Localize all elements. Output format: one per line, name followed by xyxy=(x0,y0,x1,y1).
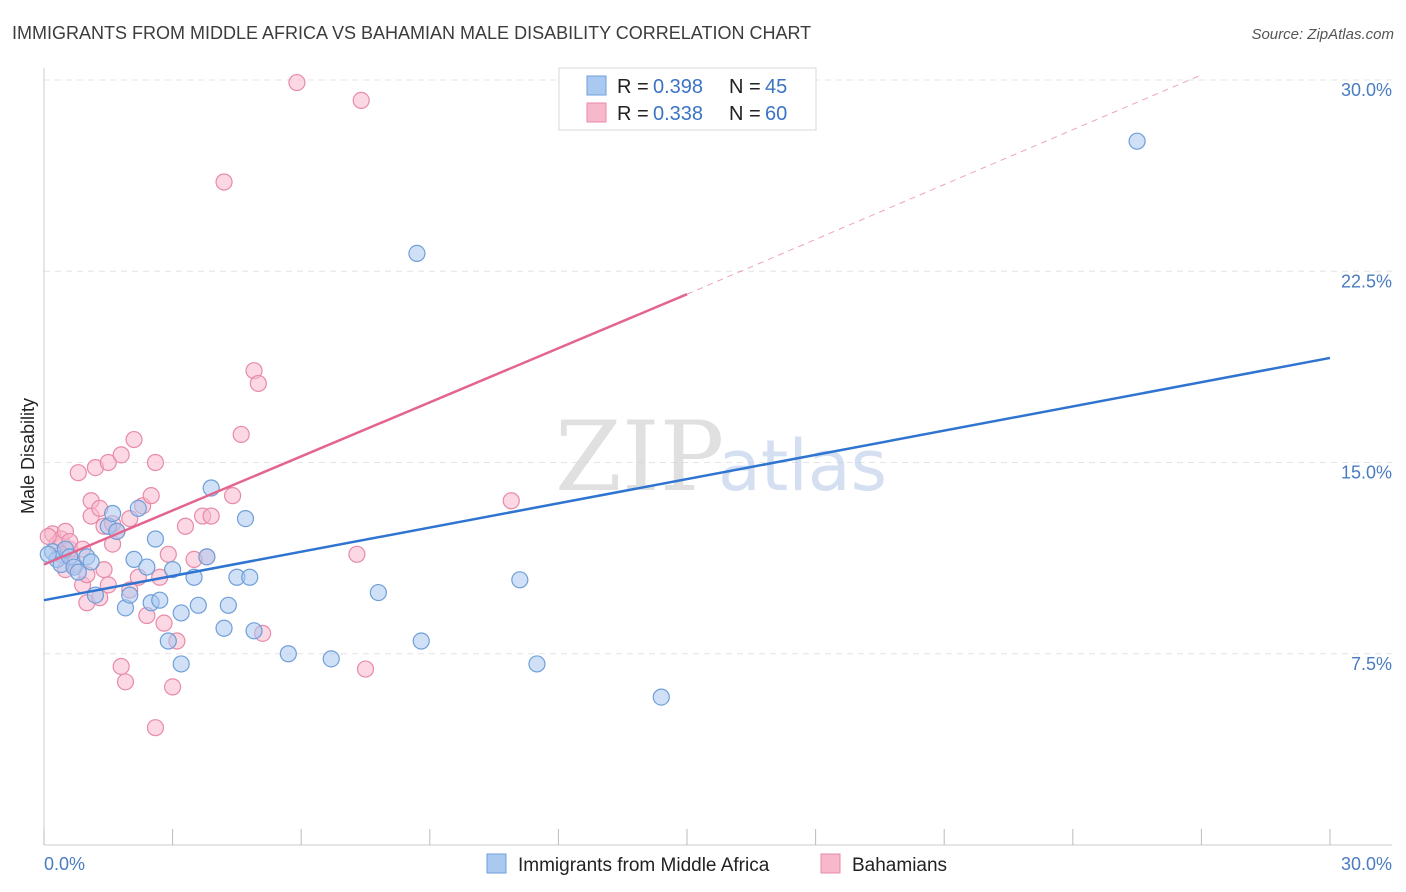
legend-r-label-blue: R = xyxy=(617,76,654,98)
middle-africa-point-22 xyxy=(164,560,182,579)
bahamians-point-29 xyxy=(142,487,160,505)
legend-n-value-pink: 60 xyxy=(765,103,787,125)
middle-africa-trend-line xyxy=(43,356,1331,602)
middle-africa-point-17 xyxy=(138,558,156,576)
watermark: ZIP atlas xyxy=(555,401,887,513)
bahamians-point-31 xyxy=(146,719,165,737)
bahamians-point-34 xyxy=(164,678,182,696)
bahamians-point-46 xyxy=(288,73,306,92)
bahamians-point-50 xyxy=(502,492,520,510)
middle-africa-point-23 xyxy=(172,604,190,622)
x-axis-ticks xyxy=(43,829,1331,845)
middle-africa-point-26 xyxy=(189,596,207,614)
series-legend-label-pink: Bahamians xyxy=(852,855,947,876)
middle-africa-point-21 xyxy=(159,632,177,650)
middle-africa-point-38 xyxy=(408,244,426,262)
bahamians-point-30 xyxy=(146,453,165,472)
legend-r-value-blue: 0.398 xyxy=(653,76,703,98)
middle-africa-point-43 xyxy=(1128,132,1146,150)
middle-africa-point-11 xyxy=(103,504,122,523)
bahamians-point-39 xyxy=(202,507,220,525)
middle-africa-point-24 xyxy=(172,655,190,673)
gridlines xyxy=(44,79,1392,655)
bahamians-trend-extension xyxy=(686,74,1202,295)
middle-africa-point-8 xyxy=(82,553,100,571)
middle-africa-point-40 xyxy=(511,571,529,589)
middle-africa-point-41 xyxy=(528,655,546,673)
middle-africa-point-27 xyxy=(198,548,216,566)
bahamians-point-17 xyxy=(99,453,117,472)
middle-africa-point-39 xyxy=(412,632,430,650)
middle-africa-point-32 xyxy=(236,509,255,528)
chart-title: IMMIGRANTS FROM MIDDLE AFRICA VS BAHAMIA… xyxy=(12,23,811,43)
middle-africa-point-15 xyxy=(125,550,143,569)
middle-africa-point-16 xyxy=(129,499,147,517)
series-legend-swatch-pink xyxy=(820,853,841,874)
stats-legend: R = 0.398 N = 45 R = 0.338 N = 60 xyxy=(558,67,817,131)
bahamians-point-7 xyxy=(69,464,87,482)
bahamians-point-44 xyxy=(249,374,267,393)
middle-africa-point-42 xyxy=(652,688,670,706)
bahamians-point-21 xyxy=(112,657,130,676)
middle-africa-point-37 xyxy=(369,583,387,602)
middle-africa-point-19 xyxy=(146,530,165,548)
bahamians-point-22 xyxy=(112,446,130,464)
middle-africa-point-33 xyxy=(241,568,259,586)
bahamians-point-51 xyxy=(39,527,57,546)
series-legend-swatch-blue xyxy=(486,853,507,874)
legend-r-value-pink: 0.338 xyxy=(653,103,703,125)
bahamians-point-42 xyxy=(232,425,250,444)
series-legend-label-blue: Immigrants from Middle Africa xyxy=(518,855,770,876)
bahamians-point-25 xyxy=(125,430,143,449)
legend-swatch-blue xyxy=(586,75,607,96)
watermark-atlas: atlas xyxy=(718,425,887,507)
y-tick-label-22-5: 22.5% xyxy=(1341,271,1392,291)
y-tick-label-30: 30.0% xyxy=(1341,80,1392,100)
bahamians-point-49 xyxy=(356,660,375,678)
legend-n-value-blue: 45 xyxy=(765,76,787,98)
bahamians-point-32 xyxy=(155,614,173,632)
middle-africa-point-20 xyxy=(151,591,169,609)
legend-swatch-pink xyxy=(586,102,607,123)
legend-n-label-pink: N = xyxy=(729,103,766,125)
watermark-zip: ZIP xyxy=(555,401,724,513)
series-legend: Immigrants from Middle Africa Bahamians xyxy=(486,853,947,876)
bahamians-point-40 xyxy=(215,173,233,191)
y-axis-label: Male Disability xyxy=(18,398,38,514)
y-axis-tick-labels: 7.5% 15.0% 22.5% 30.0% xyxy=(1341,80,1392,674)
bahamians-point-36 xyxy=(176,517,195,535)
middle-africa-point-6 xyxy=(69,563,87,581)
source-label: Source: ZipAtlas.com xyxy=(1251,26,1394,43)
middle-africa-point-30 xyxy=(219,596,237,614)
middle-africa-point-34 xyxy=(245,622,263,640)
trend-lines xyxy=(43,74,1331,602)
legend-n-label-blue: N = xyxy=(729,76,766,98)
x-tick-label-min: 0.0% xyxy=(44,854,85,874)
middle-africa-point-35 xyxy=(279,645,297,663)
legend-r-label-pink: R = xyxy=(617,103,654,125)
y-tick-label-15: 15.0% xyxy=(1341,463,1392,483)
middle-africa-point-14 xyxy=(121,586,139,604)
bahamians-point-48 xyxy=(352,91,370,110)
bahamians-points xyxy=(39,73,520,737)
middle-africa-point-29 xyxy=(215,619,233,637)
bahamians-point-41 xyxy=(224,487,242,505)
bahamians-trend-line xyxy=(43,293,688,566)
middle-africa-points xyxy=(39,132,1146,706)
y-tick-label-7-5: 7.5% xyxy=(1351,654,1392,674)
x-tick-label-max: 30.0% xyxy=(1341,854,1392,874)
middle-africa-point-36 xyxy=(322,650,340,668)
bahamians-point-33 xyxy=(159,545,177,563)
bahamians-point-47 xyxy=(348,545,366,563)
bahamians-point-23 xyxy=(116,673,135,691)
